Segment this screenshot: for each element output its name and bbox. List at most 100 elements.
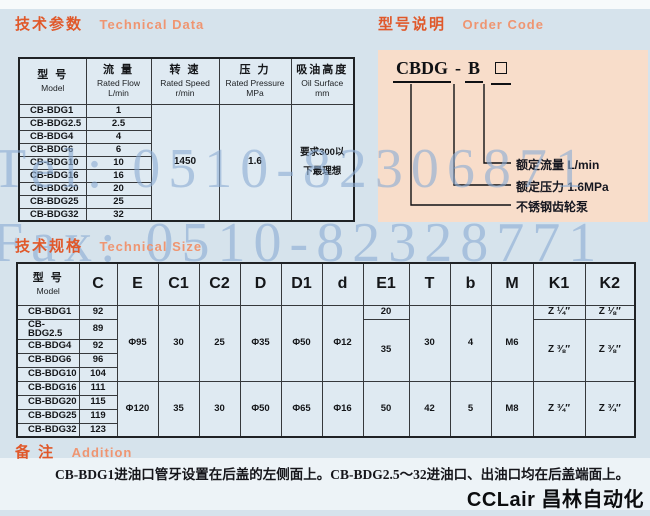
company-logo-text: CCLair 昌林自动化: [466, 489, 644, 511]
placeholder-square-icon: [495, 62, 508, 74]
cell-C1-group1: 30: [157, 304, 200, 382]
cell-model: CB-BDG2.5: [18, 116, 87, 131]
cell-K1-group1: Z ⅜″: [532, 318, 586, 382]
cell-model: CB-BDG10: [16, 366, 80, 382]
cell-flow: 10: [85, 155, 152, 170]
label-pump-type: 不锈钢齿轮泵: [516, 200, 589, 214]
header-K2: K2: [584, 262, 636, 306]
header-zh: 型 号: [32, 272, 64, 285]
cell-E-group1: Φ95: [116, 304, 159, 382]
header-E1: E1: [362, 262, 410, 306]
section-title-technical-size: 技术规格 Technical Size: [15, 235, 202, 256]
header-model: 型 号 Model: [18, 57, 87, 105]
table-row: CB-BDG1 92 Φ95 30 25 Φ35 Φ50 Φ12 20 30 4…: [16, 304, 636, 382]
section-title-order-code: 型号说明 Order Code: [378, 13, 544, 34]
header-row: 型 号 Model 流 量 Rated Flow L/min 转 速 Rated…: [18, 57, 355, 105]
cell-E1-row1: 20: [362, 304, 410, 320]
cell-D1-group2: Φ65: [280, 380, 323, 438]
cell-flow: 20: [85, 181, 152, 196]
section-title-zh: 备 注: [15, 444, 56, 461]
header-en: Model: [36, 285, 60, 296]
technical-size-table: 型 号 Model C E C1 C2 D D1 d E1 T b M K1 K…: [16, 262, 636, 438]
section-title-addition: 备 注 Addition: [15, 441, 132, 462]
cell-model: CB-BDG4: [18, 129, 87, 144]
cell-C2-group2: 30: [198, 380, 241, 438]
header-en: Rated Pressure: [225, 77, 285, 88]
cell-D1-group1: Φ50: [280, 304, 323, 382]
header-pressure: 压 力 Rated Pressure MPa: [218, 57, 292, 105]
cell-model: CB-BDG16: [16, 380, 80, 396]
cell-E-group2: Φ120: [116, 380, 159, 438]
cell-C: 96: [78, 352, 118, 368]
cell-C: 123: [78, 422, 118, 438]
header-zh: 流 量: [102, 63, 135, 76]
cell-model: CB-BDG16: [18, 168, 87, 183]
cell-model: CB-BDG6: [16, 352, 80, 368]
order-code-box: CBDG - B 额定流量 L/min 额定压力 1.6MPa 不锈钢齿轮泵: [378, 50, 648, 222]
cell-C: 92: [78, 304, 118, 320]
section-title-technical-data: 技术参数 Technical Data: [15, 13, 204, 34]
header-b: b: [449, 262, 492, 306]
header-oil-surface: 吸油高度 Oil Surface mm: [290, 57, 355, 105]
cell-model: CB-BDG32: [18, 207, 87, 222]
cell-M-group1: M6: [490, 304, 534, 382]
cell-E1-group2: 50: [362, 380, 410, 438]
cell-flow: 16: [85, 168, 152, 183]
order-code-connector-lines: [410, 84, 511, 206]
header-D1: D1: [280, 262, 323, 306]
header-zh: 转 速: [169, 63, 201, 76]
cell-K2-group2: Z ¾″: [584, 380, 636, 438]
cell-model: CB-BDG10: [18, 155, 87, 170]
order-code-prefix: CBDG: [393, 58, 452, 83]
header-E: E: [116, 262, 159, 306]
cell-T-group1: 30: [408, 304, 451, 382]
cell-C: 115: [78, 394, 118, 410]
table-row: CB-BDG25 119: [16, 408, 635, 424]
table-row: CB-BDG32 123: [16, 422, 635, 438]
cell-b-group1: 4: [449, 304, 492, 382]
cell-model: CB-BDG6: [18, 142, 87, 157]
cell-K2-row1: Z ⅛″: [584, 304, 636, 320]
cell-C: 111: [78, 380, 118, 396]
order-code-string: CBDG - B: [393, 58, 512, 85]
section-title-zh: 型号说明: [378, 16, 447, 33]
label-rated-pressure: 额定压力 1.6MPa: [516, 180, 609, 194]
cell-flow: 1: [85, 103, 152, 118]
header-en: Rated Flow: [97, 77, 140, 88]
cell-C: 92: [78, 338, 118, 354]
table-row: CB-BDG6 96: [16, 352, 635, 368]
cell-model: CB-BDG1: [18, 103, 87, 118]
cell-T-group2: 42: [408, 380, 451, 438]
header-zh: 型 号: [37, 69, 69, 82]
cell-model: CB-BDG32: [16, 422, 80, 438]
table-row: CB-BDG25 25: [18, 194, 354, 209]
cell-b-group2: 5: [449, 380, 492, 438]
order-code-suffix: B: [465, 58, 484, 83]
header-unit: r/min: [175, 88, 195, 99]
section-title-en: Technical Data: [99, 17, 205, 32]
cell-K1-row1: Z ¼″: [532, 304, 586, 320]
cell-flow: 6: [85, 142, 152, 157]
section-title-en: Addition: [71, 445, 133, 460]
cell-d-group1: Φ12: [321, 304, 364, 382]
cell-model: CB-BDG25: [18, 194, 87, 209]
cell-C2-group1: 25: [198, 304, 241, 382]
cell-d-group2: Φ16: [321, 380, 364, 438]
label-rated-flow: 额定流量 L/min: [516, 158, 600, 172]
technical-data-table: 型 号 Model 流 量 Rated Flow L/min 转 速 Rated…: [18, 57, 355, 222]
header-model: 型 号 Model: [16, 262, 80, 306]
cell-E1-group1: 35: [362, 318, 410, 382]
cell-flow: 4: [85, 129, 152, 144]
header-C: C: [78, 262, 118, 306]
cell-K1-group2: Z ¾″: [532, 380, 586, 438]
table-row: CB-BDG32 32: [18, 207, 354, 222]
section-title-en: Order Code: [462, 17, 544, 32]
table-row: CB-BDG10 10: [18, 155, 354, 170]
cell-K2-group1: Z ⅜″: [584, 318, 636, 382]
cell-speed-merged: 1450: [150, 103, 220, 222]
cell-flow: 25: [85, 194, 152, 209]
top-white-strip: [0, 0, 650, 9]
order-code-dash: -: [455, 58, 462, 78]
cell-flow: 32: [85, 207, 152, 222]
header-speed: 转 速 Rated Speed r/min: [150, 57, 220, 105]
